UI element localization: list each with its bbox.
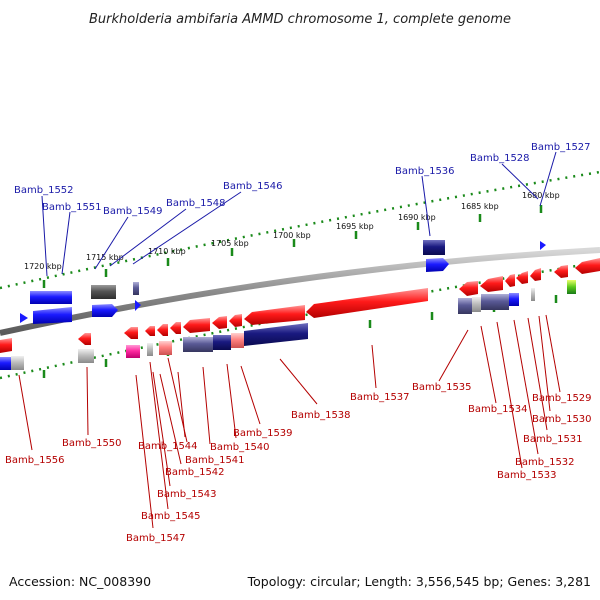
gene-label[interactable]: Bamb_1528 — [470, 153, 530, 164]
gene-feature — [78, 333, 91, 345]
gene-feature — [481, 294, 509, 310]
gene-label[interactable]: Bamb_1533 — [497, 470, 557, 481]
scale-label: 1695 kbp — [336, 222, 374, 231]
gene-feature — [554, 265, 568, 278]
gene-label[interactable]: Bamb_1549 — [103, 206, 163, 217]
scale-label: 1680 kbp — [522, 191, 560, 200]
leader-lines-top — [41, 151, 557, 277]
gene-label[interactable]: Bamb_1544 — [138, 441, 198, 452]
scale-label: 1715 kbp — [86, 253, 124, 262]
scale-label: 1685 kbp — [461, 202, 499, 211]
gene-label[interactable]: Bamb_1535 — [412, 382, 472, 393]
chromosome-backbone — [0, 247, 600, 336]
gene-label[interactable]: Bamb_1556 — [5, 455, 65, 466]
reverse-genes — [0, 258, 600, 353]
gene-feature — [91, 285, 116, 299]
gene-feature — [159, 341, 172, 355]
gene-label[interactable]: Bamb_1543 — [157, 489, 217, 500]
gene-feature — [212, 316, 227, 329]
gene-label[interactable]: Bamb_1551 — [42, 202, 102, 213]
gene-feature — [0, 357, 11, 370]
gene-feature — [509, 293, 519, 306]
scale-label: 1710 kbp — [148, 247, 186, 256]
gene-feature — [244, 305, 305, 325]
scale-labels: 1720 kbp 1715 kbp 1710 kbp 1705 kbp 1700… — [24, 191, 560, 271]
gene-feature — [480, 276, 503, 292]
gene-label[interactable]: Bamb_1552 — [14, 185, 74, 196]
gene-feature — [472, 297, 481, 312]
gene-feature — [540, 241, 546, 250]
reverse-genes-other — [0, 288, 535, 370]
gene-label[interactable]: Bamb_1538 — [291, 410, 351, 421]
gene-labels-bottom: Bamb_1556 Bamb_1550 Bamb_1544 Bamb_1542 … — [5, 382, 592, 544]
gene-label[interactable]: Bamb_1530 — [532, 414, 592, 425]
gene-feature — [183, 318, 210, 333]
gene-feature — [0, 338, 12, 353]
gene-feature — [426, 258, 449, 272]
gene-label[interactable]: Bamb_1534 — [468, 404, 528, 415]
gene-feature — [157, 324, 168, 336]
gene-label[interactable]: Bamb_1547 — [126, 533, 186, 544]
gene-label[interactable]: Bamb_1550 — [62, 438, 122, 449]
gene-feature — [244, 323, 308, 346]
gene-feature — [126, 345, 140, 358]
scale-ring-outer — [0, 170, 600, 290]
gene-feature — [423, 240, 445, 255]
gene-feature — [229, 314, 242, 327]
gene-feature — [531, 288, 535, 301]
gene-label[interactable]: Bamb_1541 — [185, 455, 245, 466]
gene-feature — [145, 326, 155, 336]
gene-feature — [20, 313, 28, 323]
accession-text: Accession: NC_008390 — [9, 574, 151, 589]
gene-label[interactable]: Bamb_1527 — [531, 142, 591, 153]
gene-label[interactable]: Bamb_1532 — [515, 457, 575, 468]
scale-label: 1705 kbp — [211, 239, 249, 248]
gene-feature — [33, 307, 72, 324]
gene-feature — [170, 322, 181, 334]
gene-feature — [133, 282, 139, 295]
leader-lines-bottom — [18, 314, 561, 529]
scale-label: 1720 kbp — [24, 262, 62, 271]
gene-label[interactable]: Bamb_1539 — [233, 428, 293, 439]
scale-label: 1700 kbp — [273, 231, 311, 240]
gene-feature — [505, 274, 515, 287]
gene-label[interactable]: Bamb_1531 — [523, 434, 583, 445]
gene-feature — [530, 268, 541, 281]
gene-feature — [147, 343, 153, 356]
gene-label[interactable]: Bamb_1536 — [395, 166, 455, 177]
gene-feature — [92, 304, 118, 317]
gene-feature — [459, 281, 478, 296]
gene-feature — [575, 258, 600, 274]
gene-feature — [30, 291, 72, 304]
gene-feature — [135, 300, 141, 311]
gene-feature — [78, 349, 94, 363]
map-title: Burkholderia ambifaria AMMD chromosome 1… — [89, 12, 511, 27]
gene-feature — [306, 288, 428, 318]
gene-feature — [516, 271, 528, 284]
gene-label[interactable]: Bamb_1542 — [165, 467, 225, 478]
gene-feature — [124, 327, 138, 339]
gene-feature — [567, 280, 576, 294]
gene-feature — [231, 333, 244, 348]
gene-feature — [213, 335, 231, 350]
gene-label[interactable]: Bamb_1537 — [350, 392, 410, 403]
gene-label[interactable]: Bamb_1540 — [210, 442, 270, 453]
gene-feature — [11, 356, 24, 370]
gene-labels-top: Bamb_1552 Bamb_1551 Bamb_1549 Bamb_1548 … — [14, 142, 591, 217]
gene-label[interactable]: Bamb_1546 — [223, 181, 283, 192]
gene-label[interactable]: Bamb_1548 — [166, 198, 226, 209]
gene-label[interactable]: Bamb_1545 — [141, 511, 201, 522]
gene-label[interactable]: Bamb_1529 — [532, 393, 592, 404]
gene-feature — [458, 298, 472, 314]
forward-genes — [20, 240, 576, 324]
scale-label: 1690 kbp — [398, 213, 436, 222]
gene-feature — [183, 337, 213, 352]
topology-text: Topology: circular; Length: 3,556,545 bp… — [247, 574, 591, 589]
